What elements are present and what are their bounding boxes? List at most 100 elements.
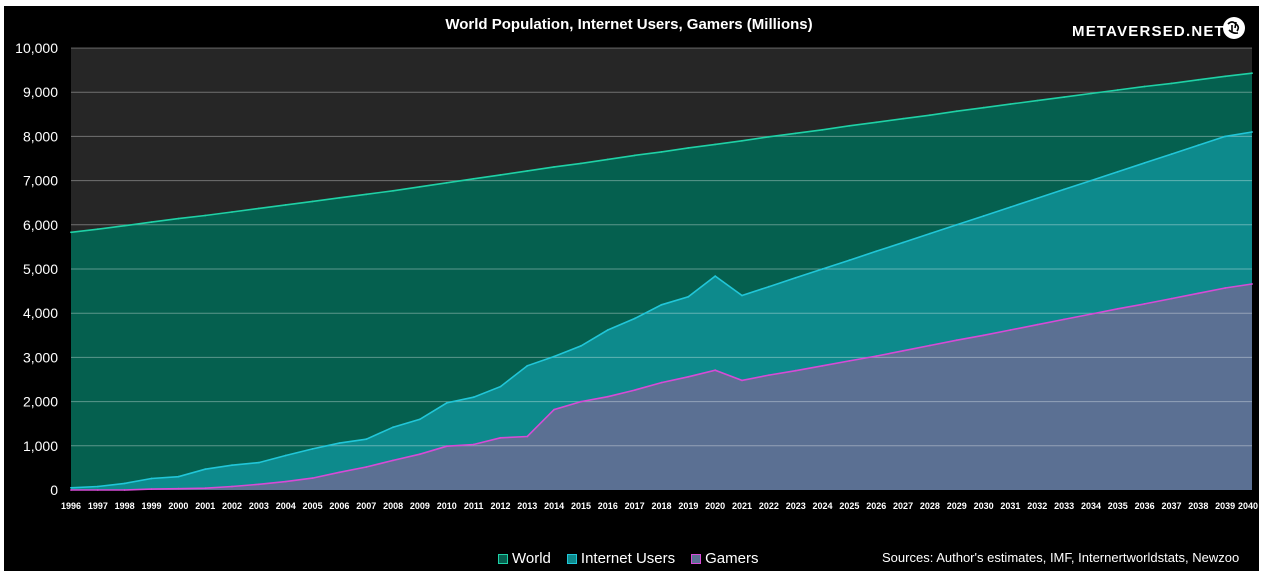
- point-gamers: [231, 485, 233, 488]
- brain-logo-icon: [1223, 17, 1245, 39]
- legend-label-world: World: [512, 550, 551, 567]
- point-gamers: [392, 459, 394, 462]
- point-gamers: [580, 400, 582, 403]
- chart-title: World Population, Internet Users, Gamers…: [445, 16, 812, 33]
- point-gamers: [1170, 297, 1173, 300]
- point-internet-users: [1009, 206, 1012, 209]
- point-gamers: [365, 466, 368, 468]
- point-gamers: [741, 379, 743, 382]
- point-gamers: [284, 480, 287, 483]
- y-tick-label: 10,000: [15, 40, 58, 56]
- chart-canvas: 0 1,000 2,000 3,000 4,000 5,000 6,000 7,000 8,00…: [15, 16, 1258, 511]
- point-world: [633, 154, 636, 157]
- point-internet-users: [955, 223, 958, 226]
- point-gamers: [768, 374, 770, 376]
- point-gamers: [1063, 318, 1065, 321]
- x-tick-label: 2021: [732, 501, 752, 511]
- x-tick-label: 2014: [544, 501, 564, 511]
- point-world: [204, 214, 207, 217]
- point-world: [445, 181, 448, 184]
- point-world: [419, 185, 421, 188]
- point-internet-users: [794, 276, 797, 279]
- point-world: [580, 162, 582, 165]
- point-internet-users: [1063, 188, 1065, 191]
- point-world: [714, 143, 717, 146]
- x-tick-label: 2016: [598, 501, 618, 511]
- point-world: [365, 193, 368, 196]
- point-internet-users: [1116, 170, 1119, 173]
- point-gamers: [1009, 329, 1012, 331]
- point-world: [177, 217, 180, 220]
- point-internet-users: [1090, 179, 1092, 182]
- x-tick-label: 2022: [759, 501, 779, 511]
- point-internet-users: [1143, 162, 1146, 164]
- y-tick-label: 8,000: [23, 128, 58, 144]
- point-internet-users: [741, 294, 743, 297]
- point-world: [1036, 99, 1039, 102]
- legend-swatch-world: [498, 553, 508, 564]
- point-internet-users: [70, 486, 72, 489]
- x-tick-label: 2035: [1108, 501, 1128, 511]
- x-tick-label: 2002: [222, 501, 242, 511]
- point-internet-users: [499, 385, 502, 388]
- legend-item-gamers: Gamers: [691, 550, 758, 567]
- point-world: [338, 196, 341, 199]
- point-gamers: [553, 408, 555, 411]
- x-tick-label: 2025: [839, 501, 859, 511]
- y-tick-label: 4,000: [23, 305, 58, 321]
- point-world: [1143, 85, 1146, 88]
- x-tick-label: 2019: [678, 501, 698, 511]
- point-world: [606, 158, 609, 161]
- x-tick-label: 1997: [88, 501, 108, 511]
- point-internet-users: [365, 438, 368, 441]
- point-internet-users: [96, 485, 99, 488]
- point-world: [1170, 82, 1173, 85]
- point-world: [392, 189, 394, 192]
- x-tick-label: 1996: [61, 501, 81, 511]
- point-internet-users: [419, 418, 421, 421]
- point-gamers: [955, 339, 958, 342]
- point-world: [1063, 96, 1065, 98]
- point-world: [150, 221, 153, 224]
- point-internet-users: [1224, 135, 1227, 138]
- point-gamers: [660, 381, 663, 384]
- point-internet-users: [1197, 144, 1200, 147]
- point-gamers: [821, 364, 824, 367]
- x-tick-label: 2026: [866, 501, 886, 511]
- point-gamers: [714, 369, 717, 372]
- point-gamers: [123, 489, 126, 491]
- x-tick-label: 2008: [383, 501, 403, 511]
- x-tick-label: 2033: [1054, 501, 1074, 511]
- x-tick-label: 2037: [1161, 501, 1181, 511]
- point-gamers: [311, 477, 314, 479]
- point-world: [499, 174, 502, 176]
- legend-swatch-internet-users: [566, 553, 577, 564]
- y-tick-label: 1,000: [23, 438, 58, 454]
- point-gamers: [982, 334, 985, 337]
- point-gamers: [526, 435, 529, 438]
- point-world: [902, 117, 904, 120]
- x-tick-label: 2010: [437, 501, 457, 511]
- x-tick-label: 1999: [142, 501, 162, 511]
- point-world: [848, 124, 851, 127]
- x-tick-label: 2032: [1027, 501, 1047, 511]
- point-internet-users: [472, 396, 475, 399]
- point-gamers: [445, 445, 448, 448]
- point-internet-users: [311, 448, 314, 450]
- point-gamers: [1116, 307, 1119, 310]
- x-tick-label: 2027: [893, 501, 913, 511]
- point-gamers: [687, 375, 690, 378]
- point-internet-users: [1170, 153, 1173, 156]
- point-gamers: [929, 344, 931, 347]
- point-world: [258, 207, 260, 210]
- point-internet-users: [768, 285, 770, 288]
- point-internet-users: [553, 355, 555, 358]
- legend-label-gamers: Gamers: [705, 550, 759, 567]
- x-tick-label: 2000: [168, 501, 188, 511]
- point-internet-users: [821, 268, 824, 270]
- point-gamers: [499, 436, 502, 439]
- x-tick-label: 2028: [920, 501, 940, 511]
- point-world: [231, 211, 233, 213]
- x-tick-label: 2006: [329, 501, 349, 511]
- point-internet-users: [714, 275, 717, 277]
